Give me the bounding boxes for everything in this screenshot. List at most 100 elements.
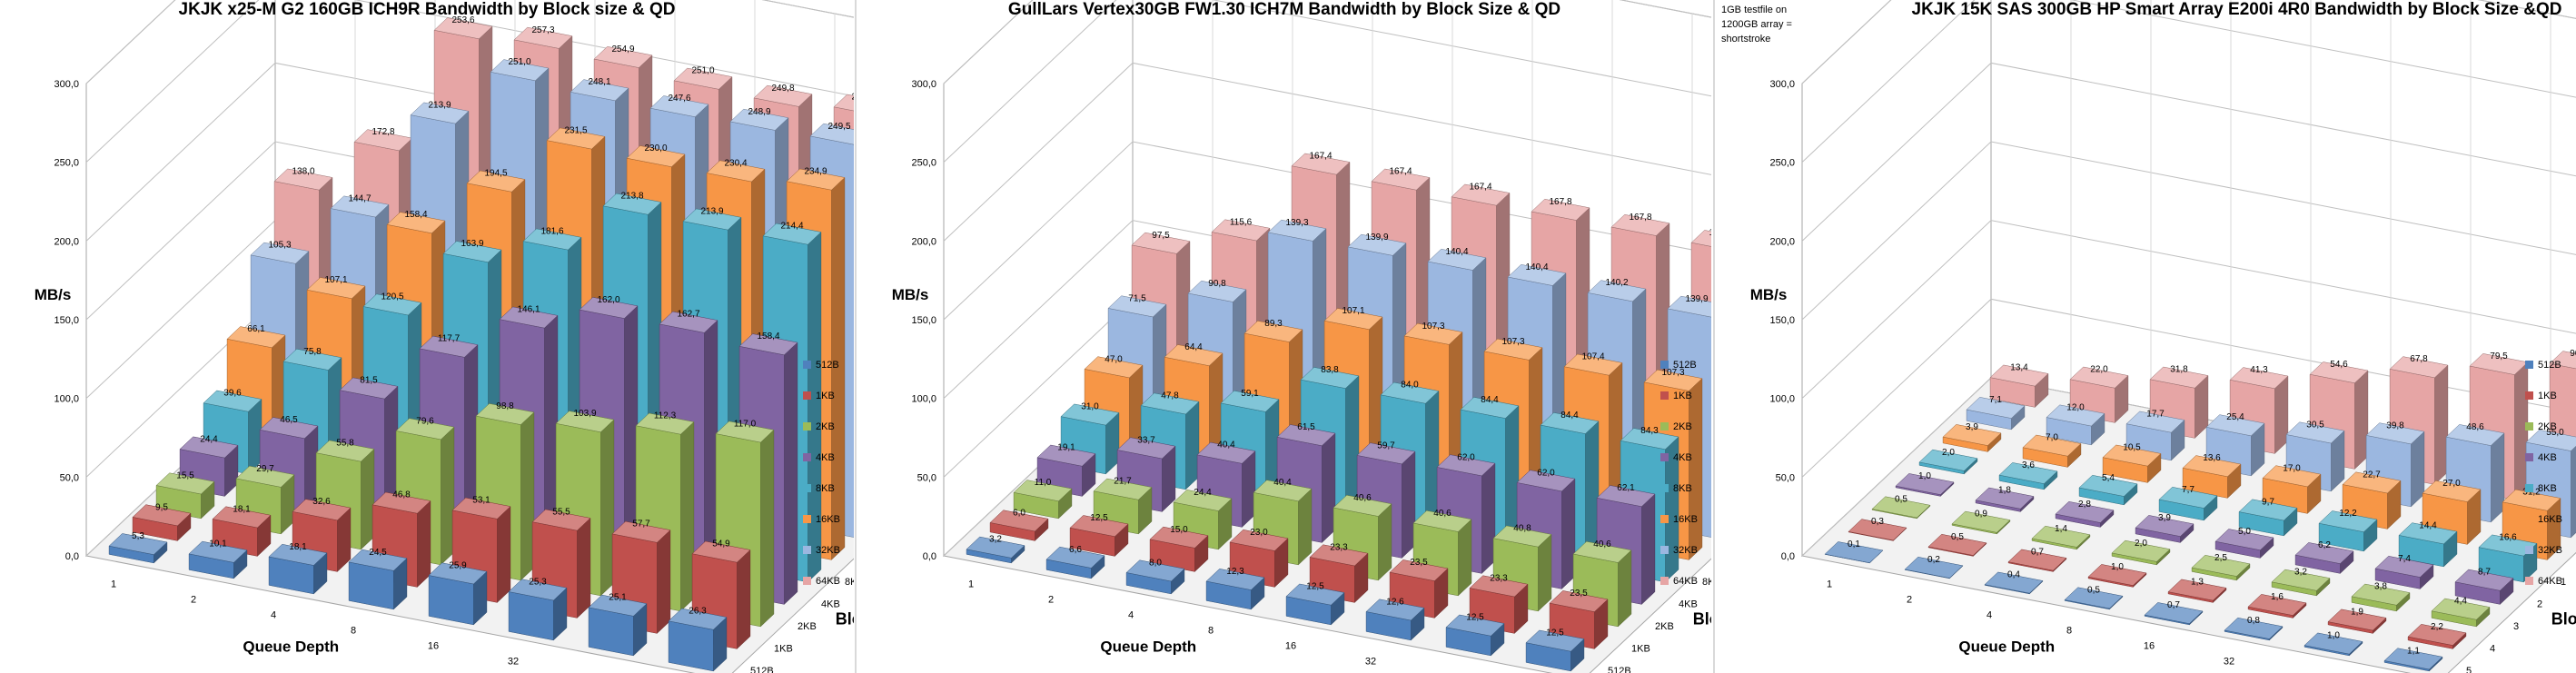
bar-top xyxy=(466,170,526,193)
legend-label: 512B xyxy=(816,360,839,371)
bar-top xyxy=(1516,470,1576,492)
data-label: 81,5 xyxy=(360,375,378,385)
data-label: 84,3 xyxy=(1640,426,1659,436)
gridline xyxy=(1801,141,2576,321)
bar-side xyxy=(807,231,822,583)
legend-swatch xyxy=(1660,515,1669,523)
data-label: 22,7 xyxy=(2363,470,2381,480)
bar-top xyxy=(1871,496,1931,519)
panel-divider xyxy=(855,0,857,673)
data-label: 120,5 xyxy=(381,292,403,302)
data-label: 6,2 xyxy=(2318,540,2331,550)
bar-1KB-qd-8: 1,0 xyxy=(2087,562,2147,588)
data-label: 62,1 xyxy=(1617,483,1635,493)
bar-top xyxy=(2365,422,2425,445)
bar-4KB-qd-128: 8,7 xyxy=(2454,568,2514,605)
data-label: 8,7 xyxy=(2478,568,2491,578)
data-label: 6,6 xyxy=(1069,545,1082,555)
legend-label: 512B xyxy=(2538,360,2561,371)
z-tick-label: 2KB xyxy=(798,621,817,632)
bar-side xyxy=(1458,519,1472,597)
data-label: 0,3 xyxy=(1871,517,1884,527)
data-label: 12,2 xyxy=(2339,509,2357,519)
bar-side xyxy=(497,506,511,603)
data-label: 107,1 xyxy=(324,275,347,285)
bar-32KB-qd-1: 7,1 xyxy=(1966,395,2026,431)
bar-side xyxy=(417,500,431,588)
legend-swatch xyxy=(803,361,811,369)
bar-512B-qd-4: 18,1 xyxy=(268,542,328,595)
data-label: 15,0 xyxy=(1170,525,1188,535)
chart-title: JKJK x25-M G2 160GB ICH9R Bandwidth by B… xyxy=(179,0,676,19)
bar-top xyxy=(1164,344,1224,367)
data-label: 17,7 xyxy=(2146,410,2165,420)
data-label: 0,5 xyxy=(1895,494,1907,504)
bar-side xyxy=(1618,549,1632,628)
chart-title: JKJK 15K SAS 300GB HP Smart Array E200i … xyxy=(1912,0,2562,19)
bar-top xyxy=(2407,624,2467,646)
bar-top xyxy=(626,145,686,167)
data-label: 1,9 xyxy=(2351,607,2363,617)
bar-top xyxy=(602,193,662,215)
bar-top xyxy=(989,510,1049,532)
data-label: 27,0 xyxy=(2442,479,2461,489)
bar-top xyxy=(1469,575,1529,598)
bar-top xyxy=(1229,529,1289,551)
legend-swatch xyxy=(803,484,811,492)
bar-top xyxy=(593,46,653,68)
legend-swatch xyxy=(2525,453,2533,461)
bar-top xyxy=(2422,480,2482,502)
data-label: 11,0 xyxy=(1035,478,1052,488)
bar-top xyxy=(513,26,573,49)
bar-top xyxy=(1483,338,1543,361)
data-label: 1,1 xyxy=(2407,646,2420,656)
bar-top xyxy=(2055,501,2115,523)
bar-top xyxy=(2111,539,2171,562)
data-label: 115,6 xyxy=(1230,217,1253,227)
data-label: 61,5 xyxy=(1297,422,1315,432)
data-label: 253,9 xyxy=(851,93,854,103)
bar-top xyxy=(330,195,390,218)
data-label: 57,7 xyxy=(632,520,650,529)
legend-label: 2KB xyxy=(2538,421,2557,432)
bar-top xyxy=(2224,617,2284,639)
legend-label: 16KB xyxy=(2538,514,2562,525)
bar-top xyxy=(203,390,263,412)
legend-swatch xyxy=(2525,515,2533,523)
bar-top xyxy=(2125,411,2185,433)
bar-side xyxy=(1641,493,1656,605)
bar-side xyxy=(1185,401,1200,490)
bar-top xyxy=(1525,629,1585,652)
data-label: 31,0 xyxy=(1081,402,1099,412)
bar-top xyxy=(2383,648,2443,670)
bar-top xyxy=(1243,321,1303,342)
data-label: 62,0 xyxy=(1537,468,1555,478)
z-tick-label: 4 xyxy=(2490,643,2495,654)
bar-top xyxy=(2144,602,2204,624)
data-label: 158,4 xyxy=(404,210,427,220)
chart-title: GullLars Vertex30GB FW1.30 ICH7M Bandwid… xyxy=(1008,0,1560,19)
data-label: 107,3 xyxy=(1501,337,1524,347)
data-label: 39,6 xyxy=(223,389,242,399)
legend-label: 2KB xyxy=(816,421,835,432)
data-label: 213,8 xyxy=(620,192,643,202)
data-label: 66,1 xyxy=(247,324,265,334)
legend-swatch xyxy=(803,422,811,431)
bar-top xyxy=(1116,437,1176,460)
bar-top xyxy=(1460,397,1520,419)
bar-top xyxy=(682,208,742,231)
data-label: 15,5 xyxy=(176,470,194,480)
bar-8KB-qd-4: 5,4 xyxy=(2078,473,2138,506)
gridline xyxy=(943,62,1711,242)
bar-8KB-qd-8: 7,7 xyxy=(2158,485,2218,521)
bar-top xyxy=(715,421,775,443)
bar-512B-qd-1: 3,2 xyxy=(966,535,1025,564)
bar-side xyxy=(1402,450,1416,559)
x-tick-label: 1 xyxy=(111,579,116,590)
gridline xyxy=(85,0,854,84)
bar-top xyxy=(1403,322,1463,345)
chart-2-svg: 0,050,0100,0150,0200,0250,0300,097,5115,… xyxy=(892,0,1711,673)
gridline xyxy=(1801,0,2576,163)
x-tick-label: 32 xyxy=(508,657,519,668)
bar-2KB-qd-1: 11,0 xyxy=(1013,478,1073,520)
